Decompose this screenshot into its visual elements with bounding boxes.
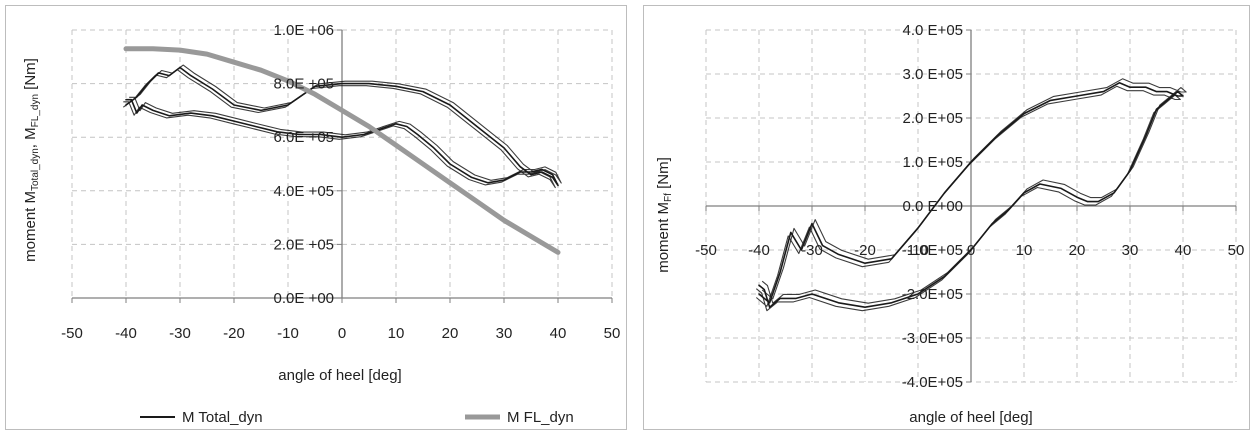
chart-right-ticks: -50 -40 -30 -20 -10 0 10 20 30 40 50 -4.0E+05 -3.0E+… (695, 22, 1244, 391)
chart-left-ticks: -50 -40 -30 -20 -10 0 10 20 30 40 50 0.0E +00 2.0E +… (61, 22, 620, 342)
chart-left-series (122, 46, 562, 255)
series-line-m-fl-dyn (123, 46, 561, 255)
series-cycle-0-0-1 (122, 69, 556, 189)
legend-label-m-total-dyn: M Total_dyn (182, 409, 263, 426)
y-tick-label: -1.0E+05 (902, 242, 963, 259)
x-tick-label: 30 (1122, 242, 1139, 259)
x-tick-label: -20 (223, 325, 245, 342)
y-tick-label: 1.0 E+05 (903, 154, 963, 171)
y-tick-label: 4.0E +05 (274, 183, 334, 200)
chart-left-y-axis-label: moment MTotal_dyn, MFL_dyn [Nm] (22, 58, 41, 262)
x-tick-label: 50 (604, 325, 621, 342)
x-tick-label: 40 (1175, 242, 1192, 259)
y-tick-label: 0.0 E+00 (903, 198, 963, 215)
y-tick-label: -3.0E+05 (902, 330, 963, 347)
series-cycle-1-0-0 (761, 78, 1187, 304)
x-tick-label: 20 (442, 325, 459, 342)
x-tick-label: -30 (801, 242, 823, 259)
series-line-m-total-dyn (125, 66, 559, 187)
x-tick-label: 40 (550, 325, 567, 342)
x-tick-label: 30 (496, 325, 513, 342)
chart-right: -50 -40 -30 -20 -10 0 10 20 30 40 50 -4.0E+05 -3.0E+… (643, 5, 1250, 430)
x-tick-label: 0 (967, 242, 975, 259)
x-tick-label: 10 (388, 325, 405, 342)
series-cycle-1-0-1 (755, 85, 1181, 312)
y-tick-label: 2.0 E+05 (903, 110, 963, 127)
legend-label-m-fl-dyn: M FL_dyn (507, 409, 574, 426)
chart-left-x-axis-label: angle of heel [deg] (278, 367, 401, 384)
chart-right-x-axis-label: angle of heel [deg] (909, 409, 1032, 426)
y-tick-label: 8.0E +05 (274, 76, 334, 93)
x-tick-label: 10 (1016, 242, 1033, 259)
chart-right-border (643, 5, 1250, 430)
y-tick-label: 0.0E +00 (274, 290, 334, 307)
chart-left-legend: M Total_dyn M FL_dyn (140, 409, 574, 426)
series-line-1-0 (758, 82, 1184, 309)
x-tick-label: -40 (748, 242, 770, 259)
y-tick-label: 3.0 E+05 (903, 66, 963, 83)
x-tick-label: 20 (1069, 242, 1086, 259)
x-tick-label: -10 (907, 242, 929, 259)
chart-panel-left: -50 -40 -30 -20 -10 0 10 20 30 40 50 0.0E +00 2.0E +… (0, 0, 630, 432)
chart-left: -50 -40 -30 -20 -10 0 10 20 30 40 50 0.0E +00 2.0E +… (5, 5, 627, 430)
x-tick-label: -40 (115, 325, 137, 342)
x-tick-label: -50 (695, 242, 717, 259)
chart-left-border (5, 5, 627, 430)
x-tick-label: -50 (61, 325, 83, 342)
series-cycle-0-0-0 (128, 64, 562, 184)
chart-right-y-axis-label: moment MFf [Nm] (655, 157, 674, 273)
y-tick-label: 1.0E +06 (274, 22, 334, 39)
x-tick-label: -10 (277, 325, 299, 342)
x-tick-label: -30 (169, 325, 191, 342)
chart-right-series (755, 78, 1187, 312)
chart-panel-right: -50 -40 -30 -20 -10 0 10 20 30 40 50 -4.0E+05 -3.0E+… (638, 0, 1255, 432)
y-tick-label: 4.0 E+05 (903, 22, 963, 39)
x-tick-label: -20 (854, 242, 876, 259)
y-tick-label: 6.0E +05 (274, 129, 334, 146)
y-tick-label: -2.0E+05 (902, 286, 963, 303)
x-tick-label: 50 (1228, 242, 1245, 259)
chart-right-axes (705, 29, 1237, 383)
y-tick-label: -4.0E+05 (902, 374, 963, 391)
x-tick-label: 0 (338, 325, 346, 342)
y-tick-label: 2.0E +05 (274, 236, 334, 253)
